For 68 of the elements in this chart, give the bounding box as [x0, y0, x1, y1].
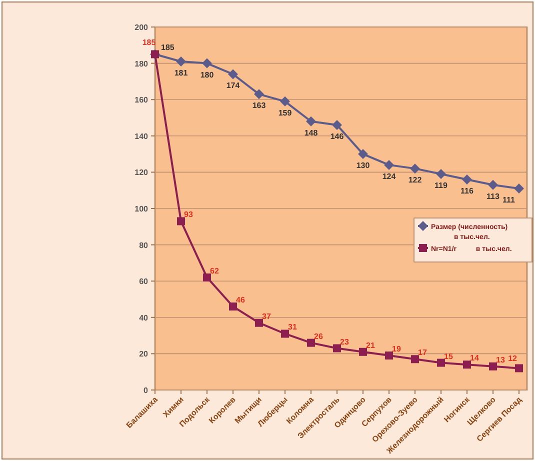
data-label: 15: [444, 352, 454, 361]
y-tick-label: 200: [134, 23, 149, 32]
point: [411, 355, 419, 364]
point: [385, 352, 393, 360]
point: [332, 120, 342, 130]
point: [488, 180, 498, 190]
data-label: 19: [392, 344, 402, 354]
data-label: 26: [314, 332, 324, 341]
point: [489, 362, 497, 370]
data-label: 31: [288, 322, 298, 332]
point: [437, 358, 445, 367]
y-tick-label: 180: [134, 59, 149, 68]
data-label: 93: [184, 210, 194, 220]
point: [202, 58, 212, 68]
data-label: 116: [460, 186, 474, 196]
data-label: 163: [252, 101, 266, 110]
data-label: 62: [210, 266, 220, 276]
point: [306, 116, 316, 126]
y-tick-label: 20: [139, 350, 149, 359]
y-tick-label: 60: [139, 277, 149, 286]
point: [410, 164, 420, 174]
point: [436, 169, 446, 180]
data-label: 113: [486, 192, 500, 201]
data-label: 14: [470, 354, 480, 363]
data-label: 17: [418, 348, 428, 358]
point: [463, 360, 471, 369]
data-label: 13: [496, 355, 506, 364]
point: [254, 89, 264, 100]
data-label: 122: [408, 176, 422, 185]
y-tick-label: 40: [139, 313, 149, 322]
point: [514, 184, 524, 194]
data-label: 159: [278, 108, 292, 118]
point: [515, 364, 523, 372]
point: [229, 302, 237, 311]
point: [228, 69, 238, 80]
point: [176, 56, 186, 66]
data-label: 111: [502, 196, 516, 205]
data-label: 180: [200, 70, 214, 80]
y-tick-label: 160: [134, 96, 149, 105]
y-tick-label: 140: [134, 132, 149, 141]
data-label: 124: [382, 172, 396, 181]
point: [307, 338, 315, 347]
point: [359, 348, 367, 356]
y-tick-label: 100: [134, 204, 149, 214]
point: [255, 318, 263, 327]
point: [358, 149, 368, 160]
point: [333, 344, 341, 352]
data-label: 174: [226, 81, 240, 90]
point: [462, 174, 472, 184]
data-label: 181: [174, 68, 188, 78]
point: [281, 330, 289, 338]
data-label: 119: [434, 181, 448, 190]
data-label: 185: [161, 43, 175, 52]
y-tick-label: 80: [139, 240, 149, 250]
data-label: 46: [236, 296, 246, 305]
data-label: 21: [366, 340, 376, 350]
data-label: 146: [330, 132, 344, 142]
y-tick-label: 0: [144, 386, 149, 395]
point: [280, 96, 290, 106]
y-tick-label: 120: [134, 168, 149, 178]
data-label: 12: [508, 354, 518, 364]
point: [384, 160, 394, 170]
data-label: 37: [262, 312, 272, 321]
data-label: 130: [356, 161, 370, 170]
point: [177, 217, 185, 226]
data-label: 23: [340, 337, 350, 346]
data-label: 148: [304, 128, 318, 138]
point: [203, 273, 211, 282]
